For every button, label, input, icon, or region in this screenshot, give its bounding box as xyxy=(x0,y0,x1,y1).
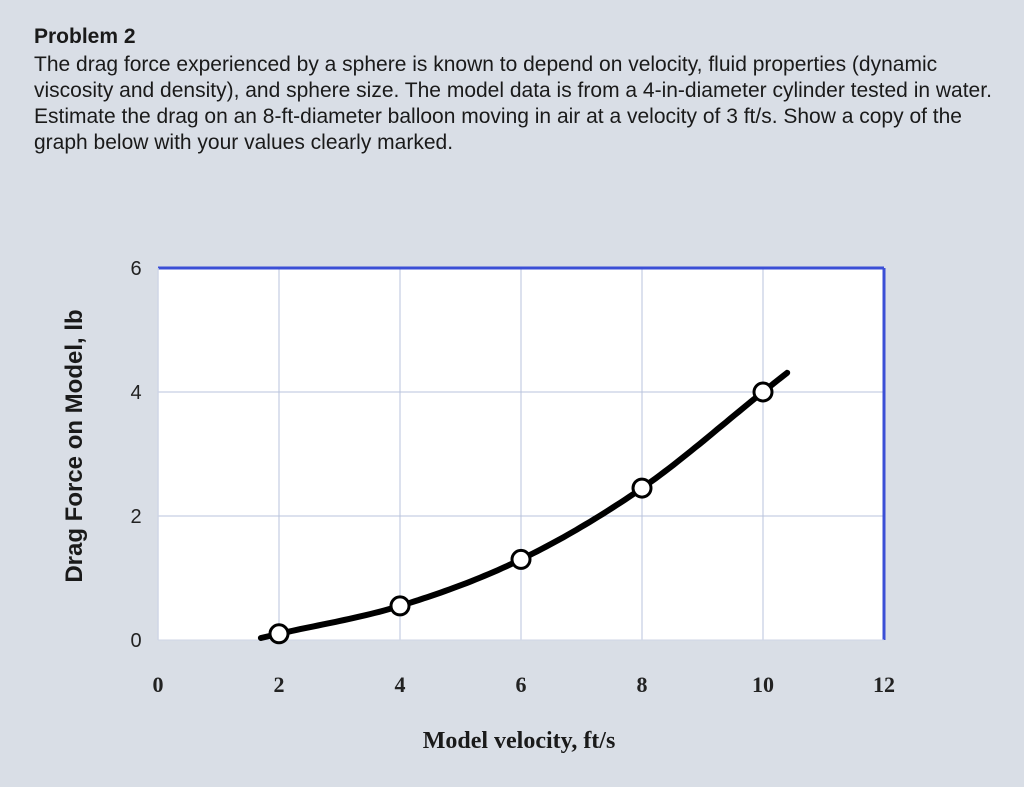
problem-statement: Problem 2 The drag force experienced by … xyxy=(34,24,1004,156)
x-tick-label: 0 xyxy=(153,672,164,697)
data-point-marker xyxy=(389,595,411,617)
problem-text: The drag force experienced by a sphere i… xyxy=(34,53,992,154)
y-tick-label: 6 xyxy=(130,258,141,280)
y-axis-title: Drag Force on Model, lb xyxy=(61,309,88,582)
y-tick-label: 0 xyxy=(130,630,141,652)
x-tick-label: 8 xyxy=(637,672,648,697)
problem-title: Problem 2 xyxy=(34,25,136,48)
y-tick-label: 2 xyxy=(130,506,141,528)
x-tick-label: 12 xyxy=(873,672,895,697)
x-axis-title: Model velocity, ft/s xyxy=(423,728,616,754)
x-tick-label: 6 xyxy=(516,672,527,697)
data-point-marker xyxy=(752,381,774,403)
x-tick-label: 10 xyxy=(752,672,774,697)
data-point-marker xyxy=(510,548,532,570)
x-tick-label: 4 xyxy=(395,672,406,697)
x-tick-label: 2 xyxy=(274,672,285,697)
y-tick-label: 4 xyxy=(130,382,141,404)
data-point-marker xyxy=(631,477,653,499)
data-point-marker xyxy=(268,623,290,645)
